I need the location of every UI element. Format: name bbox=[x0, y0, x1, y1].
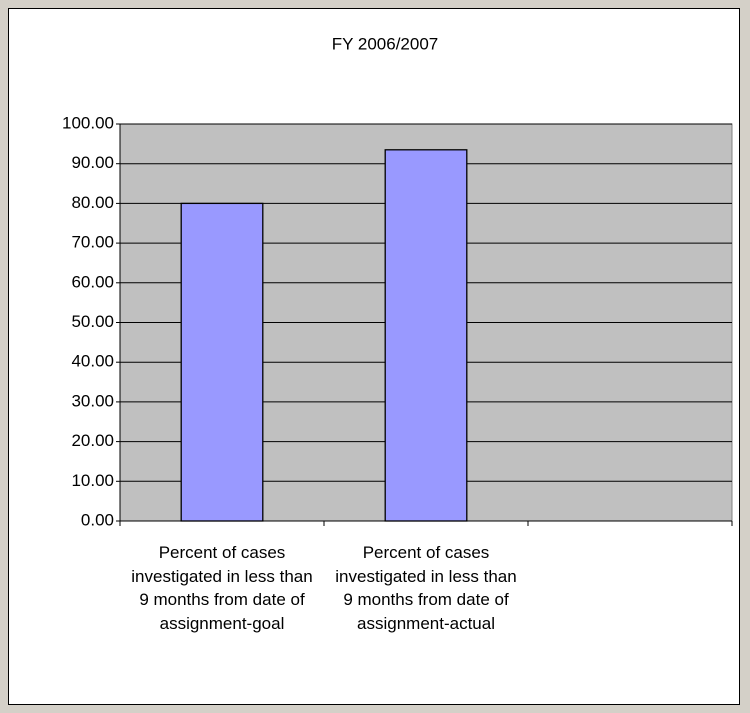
y-tick-label: 50.00 bbox=[71, 312, 114, 331]
y-tick-label: 40.00 bbox=[71, 352, 114, 371]
y-tick-label: 0.00 bbox=[81, 510, 114, 529]
y-tick-label: 70.00 bbox=[71, 233, 114, 252]
y-tick-label: 100.00 bbox=[62, 113, 114, 132]
x-tick-label: Percent of cases investigated in less th… bbox=[131, 543, 313, 633]
bar bbox=[180, 202, 264, 522]
y-tick-label: 60.00 bbox=[71, 272, 114, 291]
y-tick-label: 90.00 bbox=[71, 153, 114, 172]
bar bbox=[384, 149, 468, 522]
y-tick-label: 30.00 bbox=[71, 391, 114, 410]
y-tick-label: 20.00 bbox=[71, 431, 114, 450]
y-tick-label: 80.00 bbox=[71, 193, 114, 212]
chart-title: FY 2006/2007 bbox=[332, 34, 439, 53]
x-tick-label: Percent of cases investigated in less th… bbox=[335, 543, 517, 633]
y-tick-label: 10.00 bbox=[71, 471, 114, 490]
